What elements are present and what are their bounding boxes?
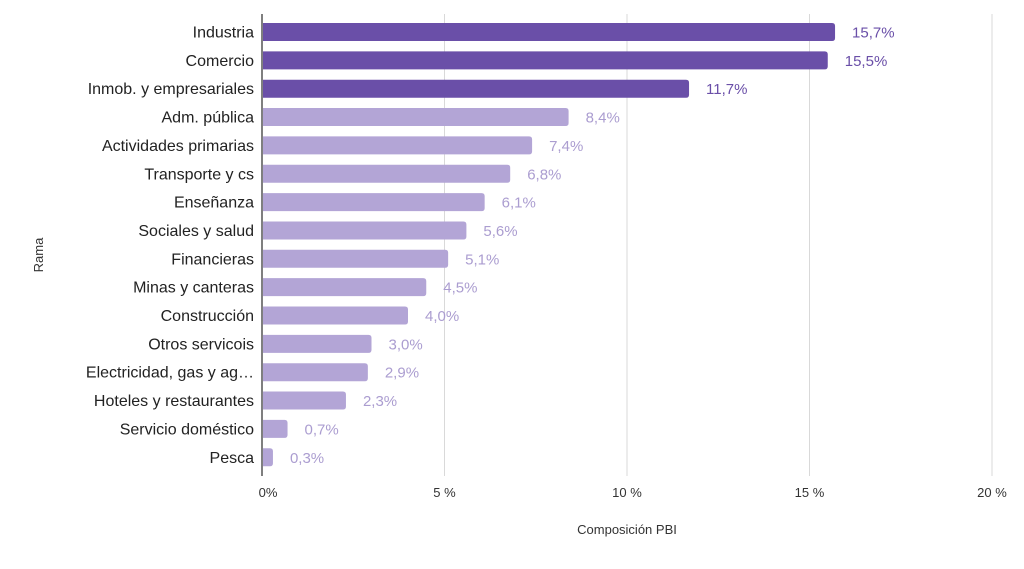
bar	[263, 363, 368, 382]
category-label: Servicio doméstico	[120, 421, 254, 438]
value-label: 4,5%	[443, 280, 477, 297]
bar	[263, 306, 408, 325]
category-label: Adm. pública	[162, 110, 255, 127]
category-label: Actividades primarias	[102, 138, 254, 155]
value-label: 8,4%	[586, 110, 620, 127]
bar	[263, 221, 467, 240]
x-tick-label: 20 %	[977, 485, 1007, 500]
value-label: 15,5%	[845, 53, 888, 70]
value-label: 6,8%	[527, 166, 561, 183]
value-label: 5,6%	[483, 223, 517, 240]
category-label: Hoteles y restaurantes	[94, 393, 254, 410]
value-label: 15,7%	[852, 25, 895, 42]
value-label: 2,9%	[385, 365, 419, 382]
value-label: 3,0%	[389, 336, 423, 353]
value-label: 5,1%	[465, 251, 499, 268]
category-label: Enseñanza	[174, 195, 254, 212]
category-label: Inmob. y empresariales	[88, 81, 254, 98]
category-label: Industria	[193, 25, 254, 42]
bar	[263, 79, 690, 98]
bar	[263, 419, 288, 438]
category-label: Comercio	[186, 53, 255, 70]
bar	[263, 249, 449, 268]
labels: 0% 5 % 10 % 15 % 20 % Industria 15,7% Comercio 1…	[86, 25, 1007, 501]
category-label: Pesca	[210, 450, 255, 467]
value-label: 7,4%	[549, 138, 583, 155]
y-axis-title: Rama	[31, 237, 46, 272]
value-label: 0,7%	[305, 421, 339, 438]
value-label: 4,0%	[425, 308, 459, 325]
x-tick-label: 5 %	[433, 485, 456, 500]
value-label: 6,1%	[502, 195, 536, 212]
x-tick-label: 0%	[259, 485, 278, 500]
bar	[263, 448, 273, 467]
category-label: Financieras	[171, 251, 254, 268]
x-axis-title: Composición PBI	[577, 522, 677, 537]
category-label: Electricidad, gas y ag…	[86, 365, 254, 382]
category-label: Construcción	[161, 308, 254, 325]
category-label: Minas y canteras	[133, 280, 254, 297]
x-tick-label: 10 %	[612, 485, 642, 500]
bar	[263, 108, 569, 127]
bar	[263, 51, 828, 70]
value-label: 11,7%	[706, 81, 747, 98]
bars	[263, 23, 836, 467]
value-label: 0,3%	[290, 450, 324, 467]
bar	[263, 23, 836, 41]
bar	[263, 391, 346, 410]
bar	[263, 193, 485, 212]
value-label: 2,3%	[363, 393, 397, 410]
x-tick-label: 15 %	[795, 485, 825, 500]
category-label: Otros servicois	[148, 336, 254, 353]
bar	[263, 164, 511, 183]
bar	[263, 278, 427, 297]
bar	[263, 136, 533, 155]
category-label: Transporte y cs	[144, 166, 254, 183]
bar	[263, 334, 372, 353]
category-label: Sociales y salud	[138, 223, 254, 240]
